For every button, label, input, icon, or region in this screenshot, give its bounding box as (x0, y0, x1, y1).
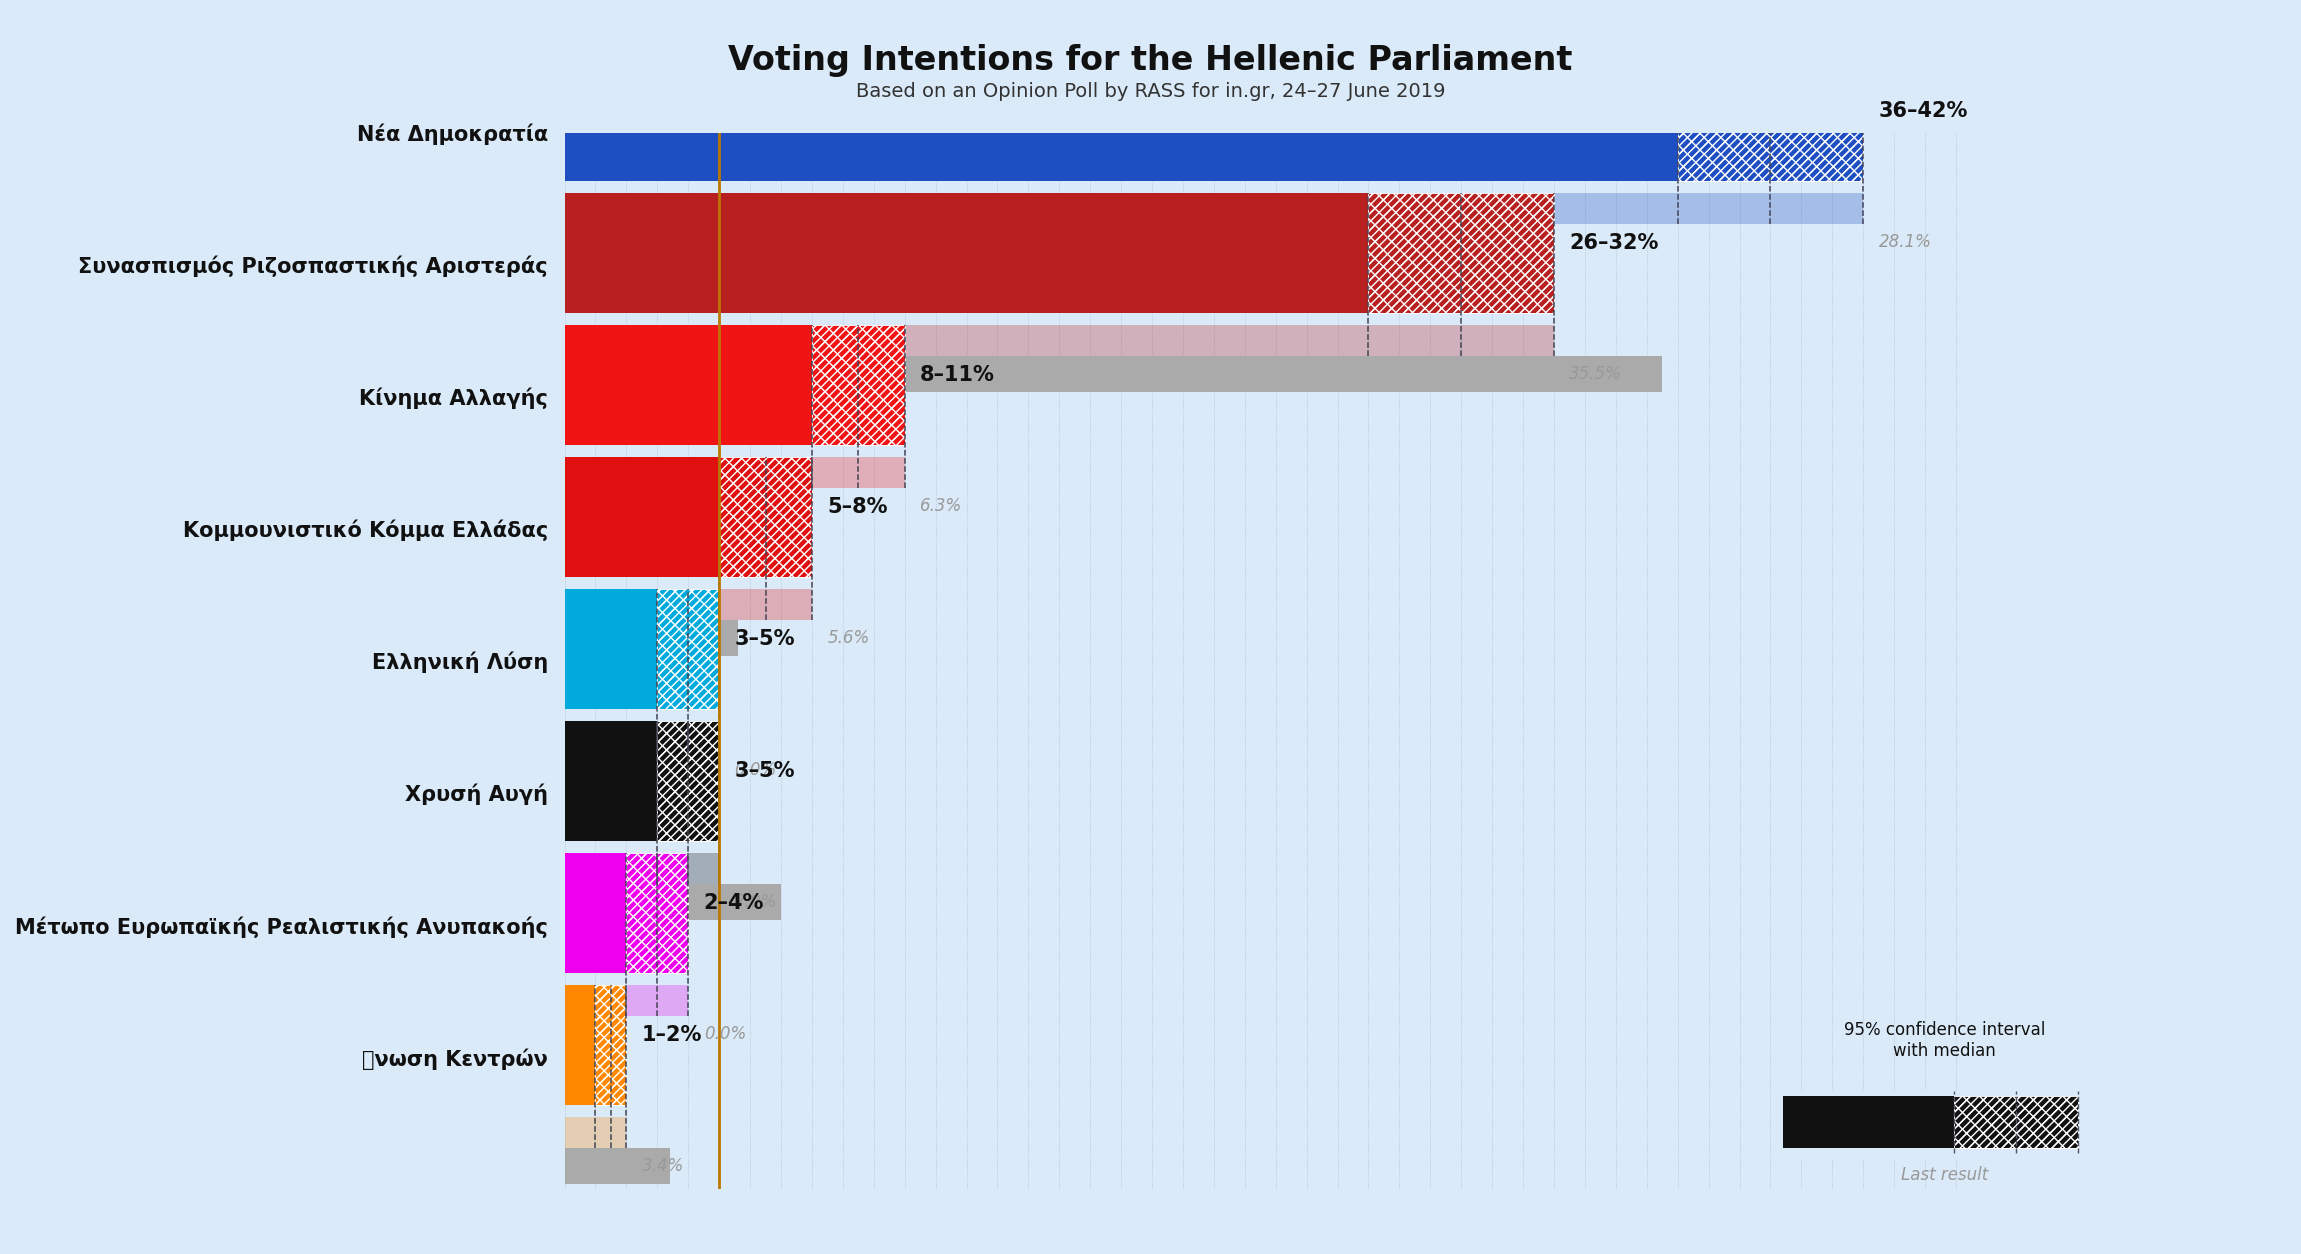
Text: 0.0%: 0.0% (734, 761, 778, 779)
Bar (564, 325, 812, 445)
Text: 2–4%: 2–4% (704, 893, 764, 913)
Text: 95% confidence interval
with median: 95% confidence interval with median (1843, 1021, 2046, 1060)
Text: Based on an Opinion Poll by RASS for in.gr, 24–27 June 2019: Based on an Opinion Poll by RASS for in.… (856, 82, 1445, 100)
Bar (658, 588, 720, 709)
Bar (1954, 1096, 2078, 1147)
Text: 8–11%: 8–11% (920, 365, 994, 385)
Bar (596, 984, 626, 1105)
Bar (812, 325, 904, 445)
Text: 26–32%: 26–32% (1569, 233, 1659, 253)
Text: 5–8%: 5–8% (828, 497, 888, 517)
Text: Voting Intentions for the Hellenic Parliament: Voting Intentions for the Hellenic Parli… (729, 44, 1572, 76)
Bar (564, 223, 1434, 260)
Bar (720, 456, 812, 577)
Bar (626, 853, 688, 973)
Text: 0.0%: 0.0% (704, 1025, 746, 1043)
Bar (564, 619, 739, 656)
Bar (564, 356, 1661, 391)
Bar (564, 60, 1677, 181)
Bar (564, 193, 1864, 223)
Bar (658, 721, 720, 840)
Bar (1783, 1096, 1954, 1147)
Bar (658, 588, 720, 709)
Bar (564, 853, 720, 884)
Bar (658, 721, 720, 840)
Bar (626, 853, 688, 973)
Text: 3.4%: 3.4% (642, 1157, 683, 1175)
Bar (1954, 1096, 2078, 1147)
Bar (564, 721, 658, 840)
Bar (1954, 1096, 2078, 1147)
Text: 7.0%: 7.0% (734, 893, 778, 910)
Bar (564, 456, 720, 577)
Text: 3–5%: 3–5% (734, 761, 796, 781)
Bar (720, 456, 812, 577)
Text: 36–42%: 36–42% (1878, 100, 1967, 120)
Bar (564, 884, 780, 920)
Bar (564, 193, 1369, 312)
Bar (564, 588, 812, 619)
Bar (564, 853, 626, 973)
Bar (564, 984, 596, 1105)
Bar (1369, 193, 1553, 312)
Text: 5.6%: 5.6% (828, 628, 870, 647)
Text: 1–2%: 1–2% (642, 1026, 702, 1045)
Bar (564, 984, 688, 1016)
Bar (564, 325, 1553, 356)
Bar (596, 984, 626, 1105)
Bar (1369, 193, 1553, 312)
Bar (1677, 60, 1864, 181)
Text: 3–5%: 3–5% (734, 630, 796, 650)
Bar (812, 325, 904, 445)
Bar (658, 588, 720, 709)
Text: 35.5%: 35.5% (1569, 365, 1622, 382)
Bar (658, 721, 720, 840)
Bar (812, 325, 904, 445)
Bar (626, 853, 688, 973)
Bar (596, 984, 626, 1105)
Bar (564, 721, 720, 752)
Bar (1369, 193, 1553, 312)
Bar (564, 588, 658, 709)
Bar (1677, 60, 1864, 181)
Bar (564, 1117, 626, 1147)
Text: Last result: Last result (1901, 1166, 1988, 1184)
Text: 6.3%: 6.3% (920, 497, 962, 515)
Bar (564, 456, 904, 488)
Bar (720, 456, 812, 577)
Bar (564, 1147, 670, 1184)
Bar (1677, 60, 1864, 181)
Bar (564, 488, 759, 524)
Text: 28.1%: 28.1% (1878, 233, 1931, 251)
